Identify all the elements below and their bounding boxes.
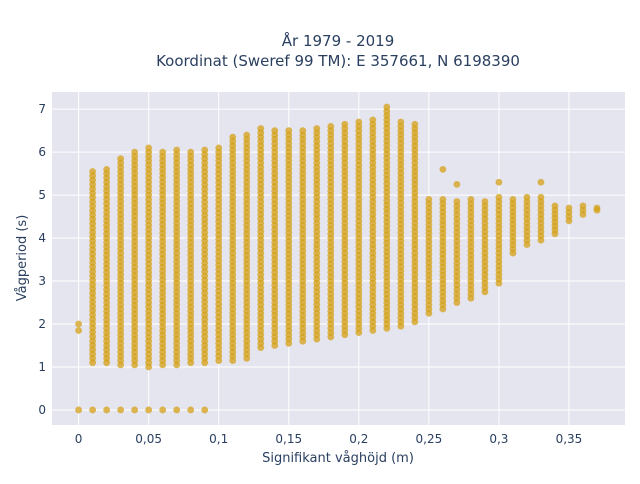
data-point — [145, 144, 153, 152]
x-tick-label: 0 — [75, 432, 83, 446]
data-point — [327, 122, 335, 130]
data-point — [299, 127, 307, 135]
data-point — [131, 148, 139, 156]
data-point — [159, 406, 167, 414]
data-point — [551, 202, 559, 210]
y-tick-label: 7 — [38, 102, 46, 116]
data-point — [117, 155, 125, 163]
x-tick-label: 0,3 — [489, 432, 508, 446]
x-axis-label: Signifikant våghöjd (m) — [262, 451, 414, 466]
data-point — [495, 178, 503, 186]
x-tick-label: 0,15 — [275, 432, 302, 446]
data-point — [453, 180, 461, 188]
data-point — [425, 196, 433, 203]
x-tick-label: 0,2 — [349, 432, 368, 446]
data-point — [187, 148, 195, 156]
x-tick-label: 0,35 — [556, 432, 583, 446]
data-point — [187, 406, 195, 414]
data-point — [537, 193, 545, 201]
y-axis-label: Vågperiod (s) — [15, 215, 30, 302]
x-tick-label: 0,05 — [135, 432, 162, 446]
data-point — [103, 165, 111, 173]
data-point — [383, 103, 391, 111]
data-point — [355, 118, 363, 126]
data-point — [201, 406, 209, 414]
data-point — [411, 120, 419, 128]
y-tick-label: 5 — [38, 188, 46, 202]
data-point — [523, 193, 531, 201]
data-point — [75, 406, 83, 414]
data-point — [201, 146, 209, 154]
data-point — [495, 193, 503, 201]
x-tick-label: 0,25 — [416, 432, 443, 446]
data-point — [593, 204, 601, 212]
data-point — [439, 165, 447, 173]
data-point — [579, 202, 587, 210]
data-point — [509, 196, 517, 203]
data-point — [243, 131, 251, 139]
data-point — [369, 116, 377, 124]
data-point — [271, 127, 279, 135]
data-points — [75, 103, 601, 414]
y-tick-label: 6 — [38, 145, 46, 159]
y-tick-label: 2 — [38, 317, 46, 331]
data-point — [313, 125, 321, 132]
y-tick-label: 3 — [38, 274, 46, 288]
data-point — [397, 118, 405, 126]
data-point — [453, 198, 461, 205]
data-point — [257, 125, 265, 132]
data-point — [565, 204, 573, 212]
data-point — [103, 406, 111, 414]
chart-title-line1: År 1979 - 2019 — [282, 31, 395, 50]
tick-labels: 0 0,05 0,1 0,15 0,2 0,25 0,3 0,35 0 1 2 3 4 5 6 7 — [38, 102, 582, 446]
data-point — [215, 144, 223, 152]
data-point — [117, 406, 125, 414]
data-point — [159, 148, 167, 156]
data-point — [89, 406, 97, 414]
data-point — [89, 168, 97, 175]
x-tick-label: 0,1 — [209, 432, 228, 446]
data-point — [481, 198, 489, 205]
data-point — [173, 146, 181, 154]
chart-title-line2: Koordinat (Sweref 99 TM): E 357661, N 61… — [156, 52, 520, 70]
y-tick-label: 1 — [38, 360, 46, 374]
data-point — [341, 120, 349, 128]
data-point — [75, 320, 83, 328]
data-point — [173, 406, 181, 414]
data-point — [229, 133, 237, 141]
y-tick-label: 4 — [38, 231, 46, 245]
data-point — [537, 178, 545, 186]
data-point — [439, 196, 447, 203]
y-tick-label: 0 — [38, 403, 46, 417]
data-point — [131, 406, 139, 414]
data-point — [467, 196, 475, 203]
data-point — [145, 406, 153, 414]
data-point — [75, 327, 83, 334]
data-point — [285, 127, 293, 135]
